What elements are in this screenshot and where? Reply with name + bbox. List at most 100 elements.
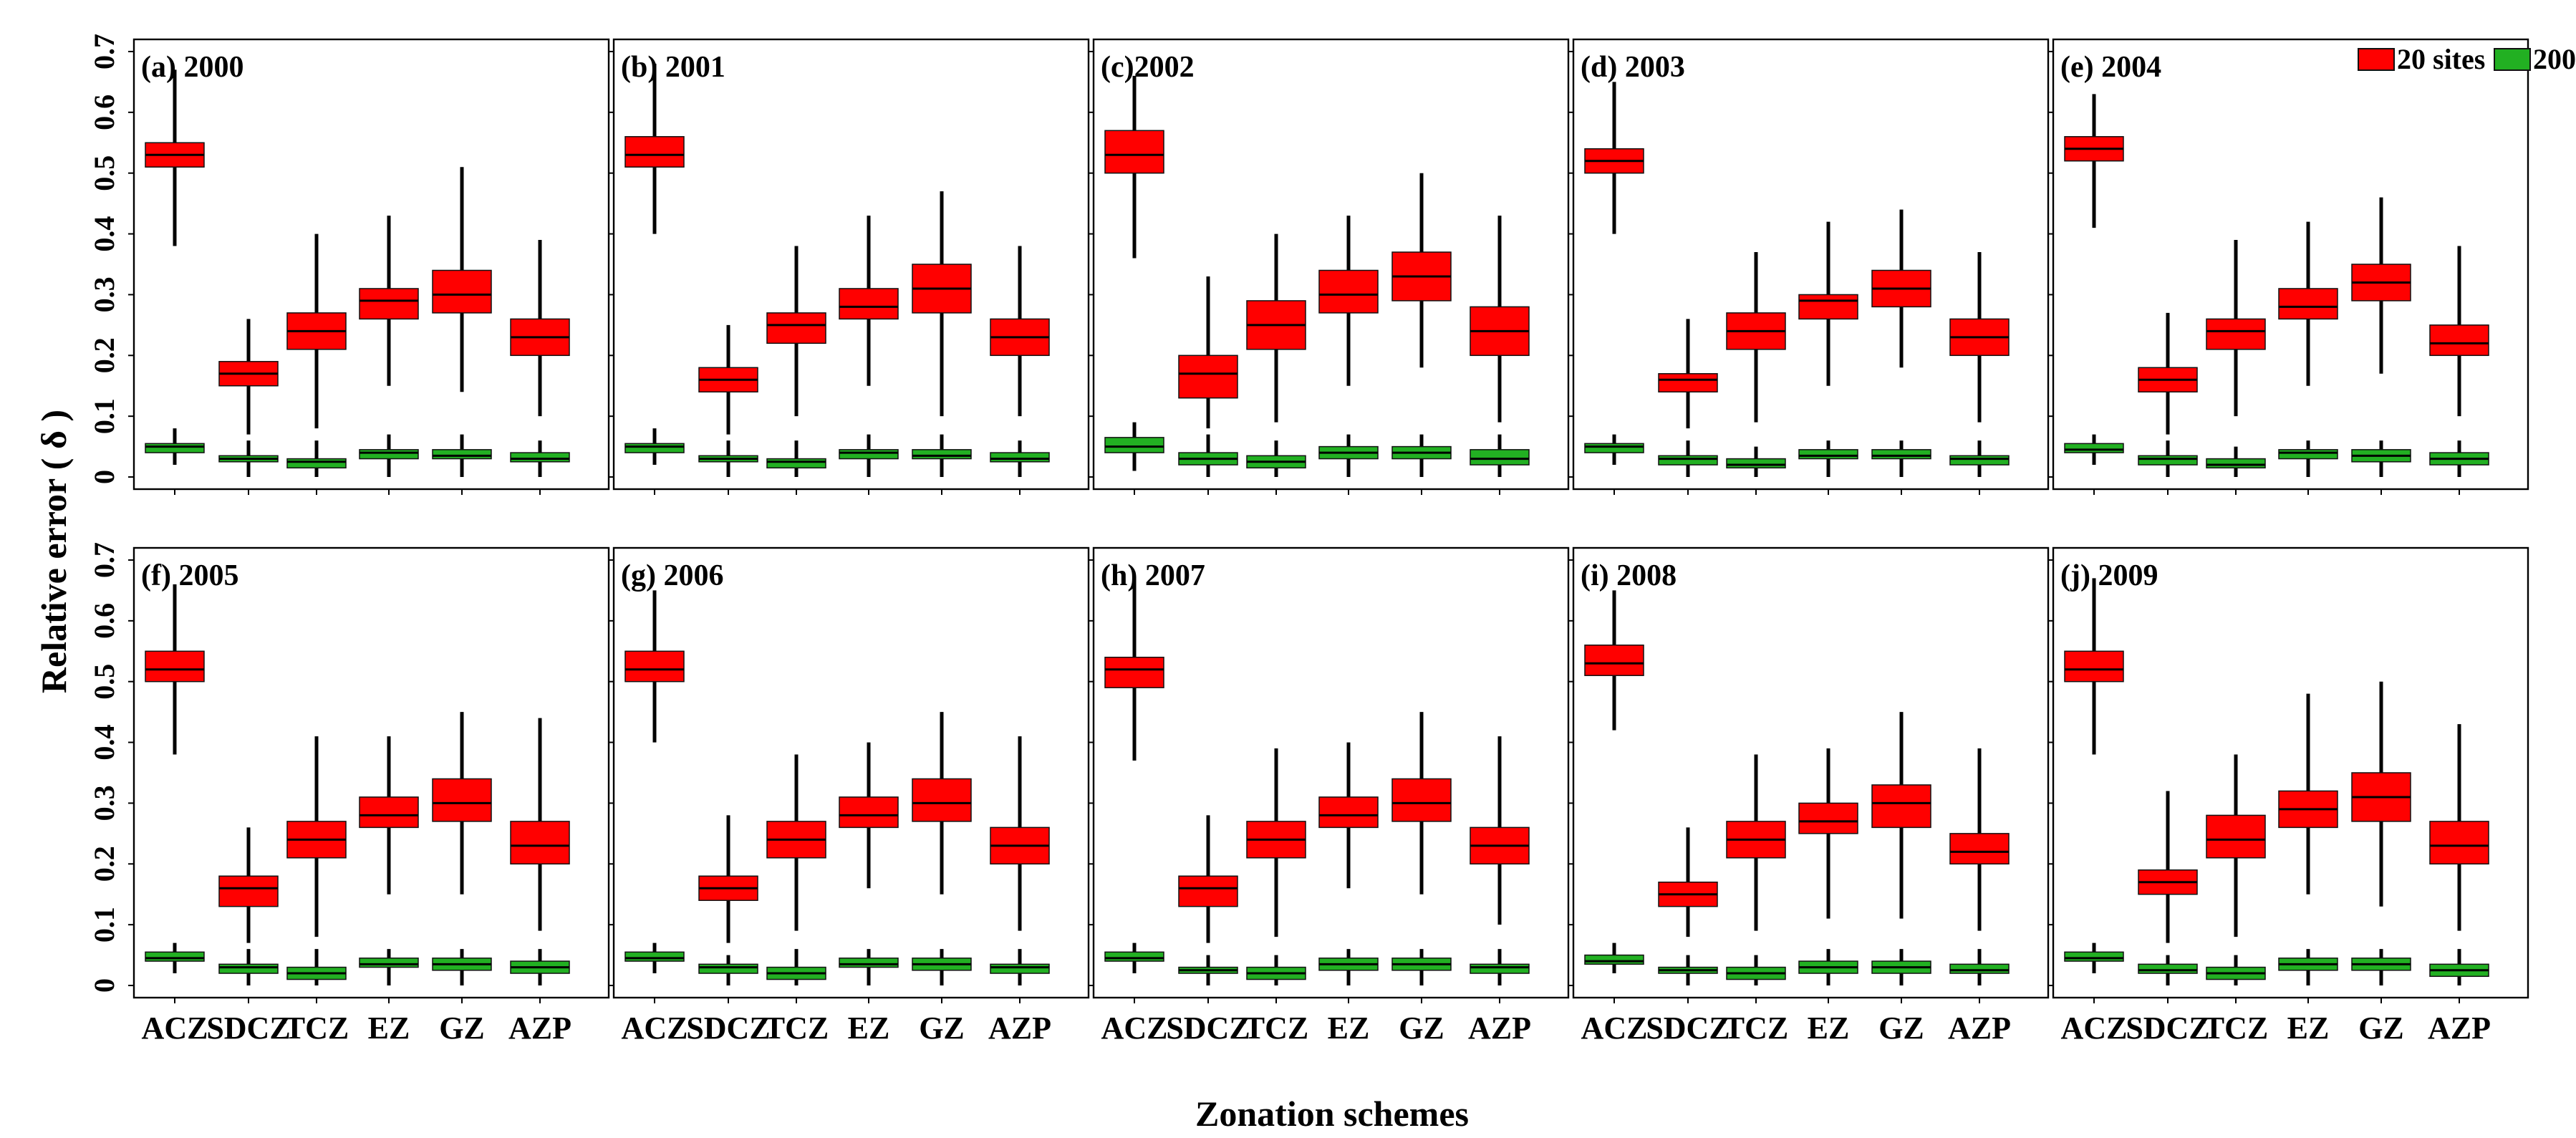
box-body <box>218 875 279 907</box>
panel-frame <box>2052 546 2529 999</box>
box-body <box>839 796 899 829</box>
box-body <box>839 958 899 968</box>
x-tick-label: GZ <box>439 1011 485 1046</box>
box-acz <box>624 428 685 466</box>
box-acz <box>2064 578 2124 755</box>
box-acz <box>2064 94 2124 228</box>
box-tcz <box>2206 240 2266 417</box>
box-acz <box>624 942 685 974</box>
box-gz <box>2351 197 2411 374</box>
box-sdcz <box>1178 815 1238 943</box>
box-body <box>2206 458 2266 469</box>
box-body <box>359 449 419 460</box>
y-tick-label: 0.7 <box>88 542 120 578</box>
box-gz <box>2351 440 2411 478</box>
box-tcz <box>1246 440 1306 478</box>
box-ez <box>839 949 899 986</box>
box-tcz <box>1726 252 1786 423</box>
box-body <box>286 458 347 469</box>
x-tick-label: GZ <box>919 1011 965 1046</box>
y-tick-label: 0.1 <box>88 398 120 434</box>
x-tick-label: SDCZ <box>1646 1011 1730 1046</box>
box-body <box>766 312 826 344</box>
box-sdcz <box>218 827 279 943</box>
y-tick-label: 0.4 <box>88 725 120 761</box>
box-body <box>1949 455 2010 466</box>
box-body <box>624 650 685 683</box>
panel-frame <box>1092 546 1570 999</box>
box-body <box>1104 951 1164 962</box>
x-tick-label: EZ <box>2287 1011 2330 1046</box>
box-body <box>1949 833 2010 865</box>
x-tick-label: TCZ <box>1244 1011 1308 1046</box>
box-acz <box>145 428 205 466</box>
box-body <box>1584 645 1644 676</box>
box-acz <box>1104 578 1164 761</box>
box-azp <box>2429 440 2489 478</box>
x-tick-label: EZ <box>1808 1011 1850 1046</box>
legend: 20 sites 200 sites <box>2358 43 2576 75</box>
box-body <box>432 778 492 822</box>
legend-swatch <box>2358 48 2395 71</box>
box-sdcz <box>698 324 758 435</box>
box-sdcz <box>1178 434 1238 478</box>
x-tick-label: SDCZ <box>2126 1011 2209 1046</box>
box-azp <box>1470 216 1530 423</box>
box-gz <box>432 949 492 986</box>
box-gz <box>1391 434 1452 478</box>
box-tcz <box>766 246 826 417</box>
y-axis-title: Relative error ( δ ) <box>34 410 74 693</box>
box-body <box>1871 449 1931 460</box>
box-azp <box>990 246 1050 417</box>
box-body <box>1658 373 1718 392</box>
box-body <box>145 650 205 683</box>
box-body <box>1470 963 1530 974</box>
panel-title: (b) 2001 <box>621 51 725 84</box>
box-azp <box>1949 440 2010 478</box>
box-body <box>1584 443 1644 453</box>
box-acz <box>1584 590 1644 730</box>
box-body <box>1726 458 1786 469</box>
x-tick-label: ACZ <box>1581 1011 1648 1046</box>
box-body <box>359 796 419 829</box>
box-body <box>1949 963 2010 974</box>
x-tick-label: AZP <box>1468 1011 1531 1046</box>
box-body <box>1798 802 1858 834</box>
box-tcz <box>1246 748 1306 937</box>
box-ez <box>359 949 419 986</box>
box-tcz <box>1246 233 1306 423</box>
box-body <box>1318 796 1379 829</box>
box-azp <box>2429 724 2489 931</box>
panel-2: (b) 2001 <box>608 38 1090 495</box>
box-sdcz <box>2138 791 2198 943</box>
panel-3: (c)2002 <box>1088 38 1570 495</box>
box-gz <box>912 191 972 417</box>
box-ez <box>2278 949 2338 986</box>
box-body <box>2064 951 2124 962</box>
box-acz <box>1584 942 1644 974</box>
box-tcz <box>286 233 347 429</box>
box-tcz <box>1726 754 1786 931</box>
box-body <box>912 449 972 460</box>
legend-label: 200 sites <box>2533 43 2576 75</box>
y-tick-label: 0.2 <box>88 337 120 373</box>
box-body <box>1798 294 1858 320</box>
x-tick-label: ACZ <box>2061 1011 2128 1046</box>
box-azp <box>1949 252 2010 423</box>
box-tcz <box>2206 446 2266 478</box>
panel-frame <box>132 38 610 491</box>
y-tick-label: 0.3 <box>88 276 120 312</box>
box-acz <box>145 942 205 974</box>
box-body <box>1104 437 1164 453</box>
box-sdcz <box>218 949 279 986</box>
panel-frame <box>132 546 610 999</box>
box-acz <box>624 590 685 743</box>
x-tick-label: TCZ <box>284 1011 349 1046</box>
box-body <box>432 269 492 314</box>
x-tick-label: SDCZ <box>206 1011 290 1046</box>
box-gz <box>912 949 972 986</box>
box-sdcz <box>1658 319 1718 429</box>
box-gz <box>2351 681 2411 907</box>
